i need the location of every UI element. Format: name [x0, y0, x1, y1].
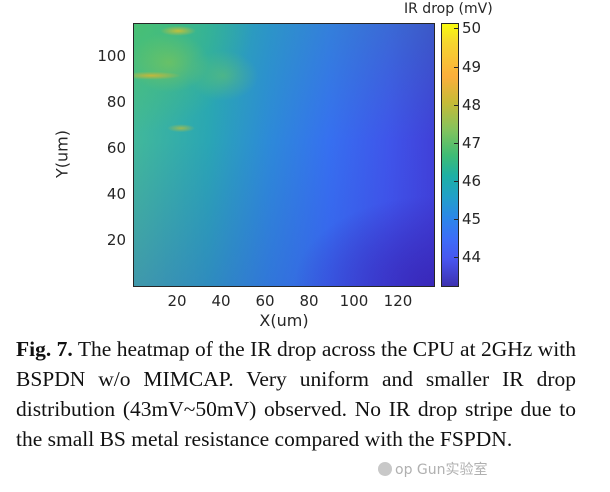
y-tick: 20 [106, 231, 126, 249]
y-tick: 80 [106, 93, 126, 111]
colorbar-tick-mark [454, 257, 458, 258]
x-axis-label: X(um) [259, 311, 309, 330]
watermark-text: op Gun实验室 [395, 462, 488, 478]
colorbar-tick: 45 [462, 210, 482, 228]
wechat-icon [378, 462, 392, 476]
colorbar-title: IR drop (mV) [404, 1, 493, 17]
y-tick: 40 [106, 185, 126, 203]
watermark: op Gun实验室 [378, 459, 488, 479]
colorbar-tick: 49 [462, 58, 482, 76]
x-tick: 120 [383, 292, 413, 310]
colorbar-tick-mark [454, 181, 458, 182]
figure-label: Fig. 7. [16, 337, 73, 361]
colorbar-tick: 44 [462, 248, 482, 266]
colorbar [441, 23, 459, 287]
colorbar-tick-mark [454, 143, 458, 144]
colorbar-tick-mark [454, 28, 458, 29]
heatmap-figure: IR drop (mV) 100 80 60 40 20 Y(um) 20 40… [52, 1, 493, 330]
x-tick: 20 [167, 292, 187, 310]
x-tick: 100 [339, 292, 369, 310]
colorbar-tick-mark [454, 219, 458, 220]
colorbar-tick: 47 [462, 134, 482, 152]
figure-caption: Fig. 7. The heatmap of the IR drop acros… [16, 334, 576, 454]
caption-text: The heatmap of the IR drop across the CP… [16, 337, 577, 451]
y-tick: 60 [106, 139, 126, 157]
x-tick: 40 [211, 292, 231, 310]
x-tick: 60 [255, 292, 275, 310]
heatmap-shading [133, 23, 434, 286]
y-axis-label: Y(um) [52, 130, 72, 178]
colorbar-tick-mark [454, 105, 458, 106]
heatmap-plot-area [133, 23, 434, 286]
colorbar-tick: 50 [462, 19, 482, 37]
colorbar-tick: 48 [462, 96, 482, 114]
y-tick: 100 [97, 47, 126, 65]
colorbar-tick: 46 [462, 172, 482, 190]
colorbar-tick-mark [454, 67, 458, 68]
x-tick: 80 [299, 292, 319, 310]
